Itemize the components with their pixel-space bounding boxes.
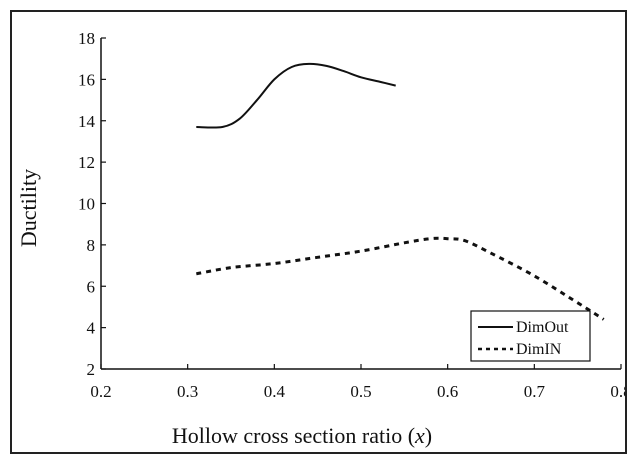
y-tick-label: 14 bbox=[78, 112, 96, 131]
x-tick-label: 0.7 bbox=[524, 382, 546, 401]
x-tick-label: 0.6 bbox=[437, 382, 458, 401]
x-tick-label: 0.4 bbox=[264, 382, 286, 401]
x-tick-label: 0.5 bbox=[350, 382, 371, 401]
y-axis-title: Ductility bbox=[16, 169, 41, 247]
x-axis-title: Hollow cross section ratio (x) bbox=[172, 423, 432, 448]
y-tick-label: 10 bbox=[78, 195, 95, 214]
series-lines bbox=[196, 62, 605, 321]
y-tick-label: 4 bbox=[87, 319, 96, 338]
legend-box bbox=[470, 310, 591, 362]
x-axis-title-variable: x bbox=[414, 423, 425, 448]
legend-label-dimin: DimIN bbox=[516, 341, 562, 358]
legend-label-dimout: DimOut bbox=[516, 319, 569, 336]
y-tick-label: 18 bbox=[78, 29, 95, 48]
y-tick-label: 12 bbox=[78, 153, 95, 172]
series-line-dimin bbox=[196, 236, 605, 321]
x-tick-label: 0.3 bbox=[177, 382, 198, 401]
x-tick-label: 0.2 bbox=[90, 382, 111, 401]
y-tick-label: 6 bbox=[87, 277, 96, 296]
y-tick-label: 2 bbox=[87, 360, 96, 379]
y-tick-label: 8 bbox=[87, 236, 96, 255]
y-axis-ticks: 2 4 6 8 10 12 14 16 18 bbox=[78, 29, 106, 379]
series-line-dimout bbox=[196, 62, 396, 129]
x-tick-label: 0.8 bbox=[610, 382, 625, 401]
chart-frame: 2 4 6 8 10 12 14 16 18 0.2 0.3 0.4 0.5 0.6 0.7 0.8 Duc… bbox=[10, 10, 632, 454]
line-chart: 2 4 6 8 10 12 14 16 18 0.2 0.3 0.4 0.5 0.6 0.7 0.8 Duc… bbox=[16, 29, 632, 448]
x-axis-title-close: ) bbox=[425, 423, 432, 448]
y-tick-label: 16 bbox=[78, 70, 95, 89]
x-axis-title-text: Hollow cross section ratio ( bbox=[172, 423, 415, 448]
legend: DimOut DimIN bbox=[470, 310, 591, 362]
